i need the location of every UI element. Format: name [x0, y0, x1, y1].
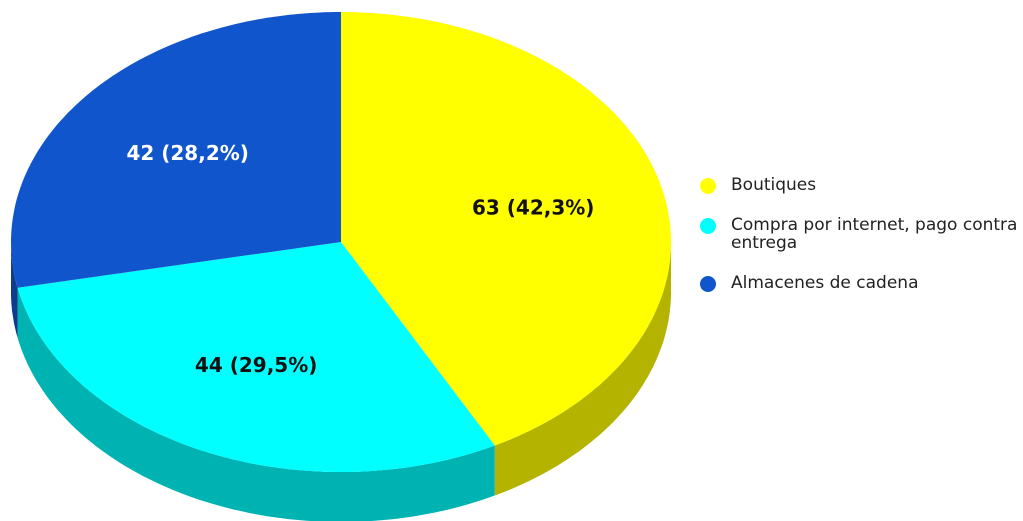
value-label: 44 (29,5%): [195, 353, 317, 377]
legend-item: Boutiques: [700, 176, 1021, 194]
slice-side: [494, 242, 671, 496]
legend-label: Compra por internet, pago contra entrega: [731, 215, 1018, 253]
slice-side: [17, 287, 495, 521]
legend-item: Almacenes de cadena: [700, 274, 1021, 292]
value-label: 42 (28,2%): [126, 141, 248, 165]
legend-swatch: [700, 276, 716, 292]
value-label: 63 (42,3%): [472, 195, 594, 219]
legend-label: Almacenes de cadena: [731, 273, 919, 293]
legend-label: Boutiques: [731, 175, 817, 195]
slice: [11, 12, 341, 288]
legend-swatch: [700, 218, 716, 234]
slice: [341, 12, 671, 446]
slice-side: [11, 242, 18, 338]
legend: Boutiques Compra por internet, pago contr…: [700, 176, 1020, 314]
legend-swatch: [700, 178, 716, 194]
slice: [17, 242, 495, 472]
legend-item: Compra por internet, pago contra entrega: [700, 216, 1021, 252]
